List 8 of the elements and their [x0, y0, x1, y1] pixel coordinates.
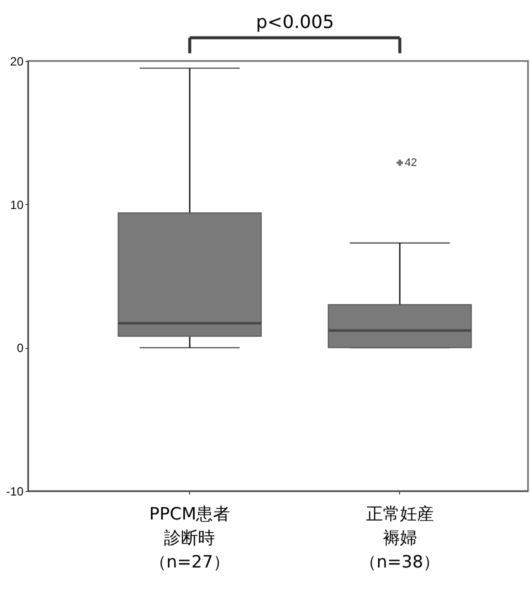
y-tick-label: 20: [10, 54, 24, 68]
x-tick-label: PPCM患者診断時（n=27）: [149, 504, 230, 572]
y-tick-label: 0: [16, 341, 24, 356]
y-tick-label: -10: [6, 484, 24, 498]
x-tick-label: 正常妊産褥婦（n=38）: [359, 504, 440, 572]
y-tick-label: 10: [10, 198, 24, 212]
annotation: 42: [404, 156, 418, 169]
text: p<0.005: [256, 12, 334, 33]
